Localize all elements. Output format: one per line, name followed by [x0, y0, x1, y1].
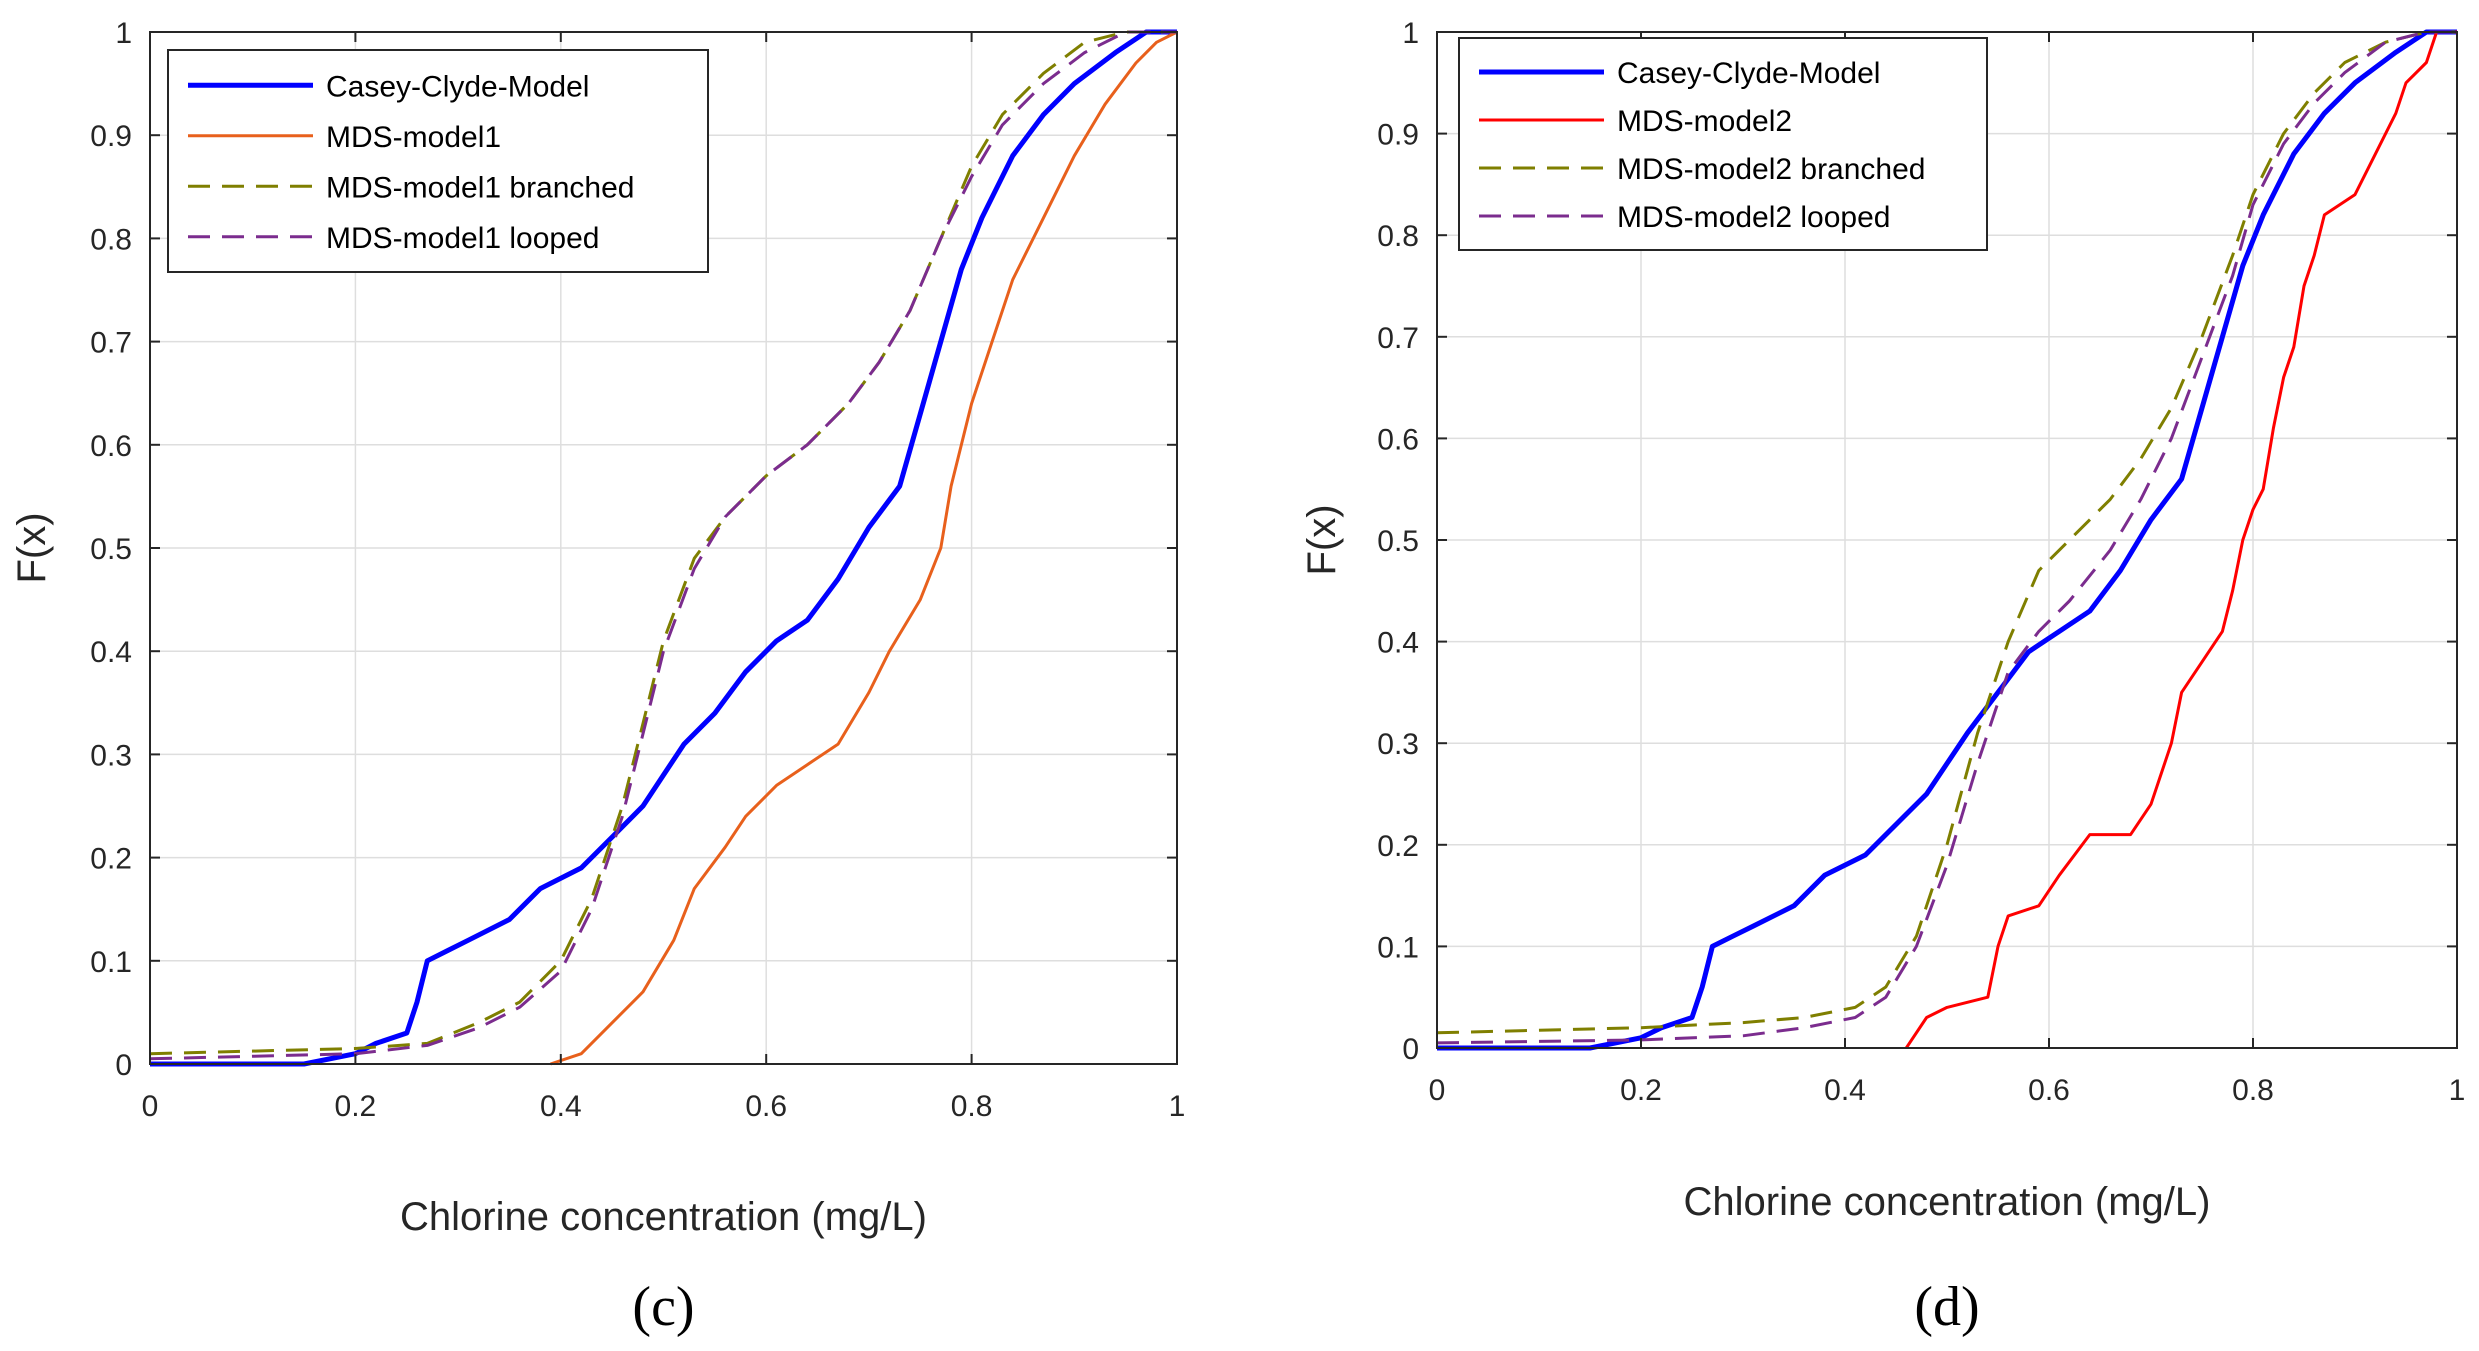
series-line-4	[149, 30, 1177, 1061]
y-tick-label: 0.9	[90, 120, 132, 153]
x-tick-label: 1	[1169, 1090, 1186, 1123]
legend-entry: Casey-Clyde-Model	[1617, 57, 1880, 90]
y-tick-label: 0.5	[90, 533, 132, 566]
series-line-4	[1436, 30, 2457, 1045]
y-tick-label: 0	[1402, 1033, 1419, 1066]
series-line-2	[550, 30, 1178, 1066]
x-tick-label: 0.8	[2232, 1074, 2274, 1107]
x-tick-label: 0.8	[951, 1090, 993, 1123]
y-tick-label: 0.8	[90, 223, 132, 256]
x-tick-label: 0.6	[745, 1090, 787, 1123]
y-tick-label: 0.1	[90, 946, 132, 979]
y-tick-label: 0.5	[1377, 525, 1419, 558]
series-line-2	[1904, 30, 2457, 1049]
y-tick-label: 0.6	[1377, 423, 1419, 456]
y-tick-label: 0.7	[1377, 322, 1419, 355]
y-tick-label: 0.3	[1377, 728, 1419, 761]
y-tick-label: 1	[1402, 17, 1419, 50]
x-tick-label: 0.2	[1620, 1074, 1662, 1107]
y-tick-label: 0.1	[1377, 931, 1419, 964]
x-tick-label: 0.2	[335, 1090, 377, 1123]
x-axis-label: Chlorine concentration (mg/L)	[1684, 1180, 2211, 1224]
y-tick-label: 0.6	[90, 430, 132, 463]
legend-entry: MDS-model1 looped	[326, 222, 599, 255]
y-tick-label: 0.4	[1377, 627, 1419, 660]
y-axis-label: F(x)	[1300, 504, 1344, 575]
panel-label: (d)	[1914, 1276, 1979, 1338]
x-axis-label: Chlorine concentration (mg/L)	[400, 1195, 927, 1239]
y-tick-label: 0.3	[90, 739, 132, 772]
x-tick-label: 0.4	[540, 1090, 582, 1123]
x-tick-label: 0	[1429, 1074, 1446, 1107]
legend-entry: MDS-model2 branched	[1617, 153, 1925, 186]
legend: Casey-Clyde-Model MDS-model1 MDS-model1 br…	[167, 49, 709, 273]
series-line-3	[1436, 30, 2457, 1035]
panel-label: (c)	[632, 1276, 694, 1338]
legend-entry: MDS-model2	[1617, 105, 1792, 138]
y-tick-label: 0.9	[1377, 119, 1419, 152]
legend-entry: MDS-model2 looped	[1617, 201, 1890, 234]
legend-entry: Casey-Clyde-Model	[326, 70, 589, 103]
x-tick-label: 1	[2449, 1074, 2466, 1107]
chart-panel-c: 0 0.2 0.4 0.6 0.8 1 0 0.1 0.2 0.3 0.4 0.5 0.6 0.7 0.8 0…	[10, 17, 1185, 1338]
series-line-1	[150, 29, 1177, 1067]
legend-entry: MDS-model1 branched	[326, 171, 634, 204]
x-tick-label: 0.4	[1824, 1074, 1866, 1107]
y-tick-label: 0.7	[90, 327, 132, 360]
chart-panel-d: 0 0.2 0.4 0.6 0.8 1 0 0.1 0.2 0.3 0.4 0.5 0.6 0.7 0.8 0…	[1300, 17, 2465, 1338]
x-tick-label: 0	[142, 1090, 159, 1123]
y-tick-label: 0.2	[90, 843, 132, 876]
y-tick-label: 1	[115, 17, 132, 50]
y-axis-label: F(x)	[10, 512, 54, 583]
legend: Casey-Clyde-Model MDS-model2 MDS-model2 br…	[1458, 37, 1988, 251]
y-tick-label: 0	[115, 1049, 132, 1082]
legend-entry: MDS-model1	[326, 121, 501, 154]
x-tick-label: 0.6	[2028, 1074, 2070, 1107]
y-tick-label: 0.2	[1377, 830, 1419, 863]
y-tick-label: 0.8	[1377, 220, 1419, 253]
series-line-1	[1437, 29, 2457, 1051]
y-tick-label: 0.4	[90, 636, 132, 669]
